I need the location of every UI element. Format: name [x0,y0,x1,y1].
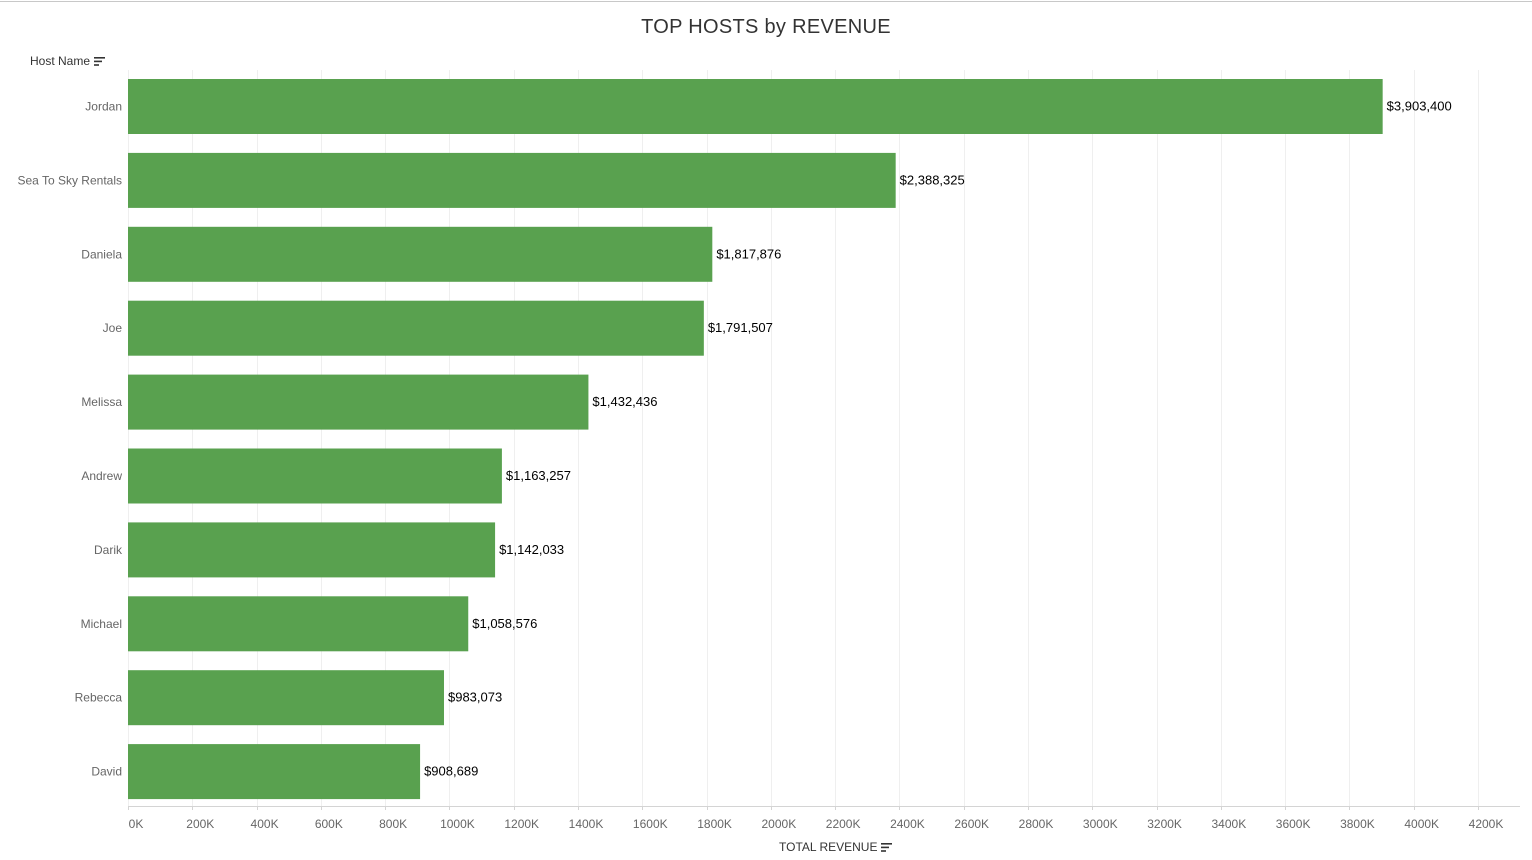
bar[interactable] [128,152,896,208]
x-tick-label: 1200K [504,817,539,831]
x-tick-label: 4000K [1404,817,1439,831]
category-label: David [91,765,122,779]
bar[interactable] [128,226,713,282]
x-axis-title[interactable]: TOTAL REVENUE [779,840,893,854]
bar-value-label: $1,817,876 [716,246,781,261]
bar[interactable] [128,670,444,726]
sort-descending-icon[interactable] [881,842,893,852]
bar-value-label: $2,388,325 [900,172,965,187]
top-divider [0,1,1532,2]
category-label: Jordan [85,100,122,114]
x-tick-label: 200K [186,817,214,831]
row-field-label: Host Name [30,54,91,68]
bar-value-label: $3,903,400 [1387,99,1452,114]
x-tick-label: 2800K [1019,817,1054,831]
bar[interactable] [128,300,704,356]
x-tick-label: 2400K [890,817,925,831]
bar[interactable] [128,596,469,652]
x-tick-label: 3600K [1276,817,1311,831]
bar-value-label: $1,791,507 [708,320,773,335]
x-tick-label: 2200K [826,817,861,831]
x-axis-title-label: TOTAL REVENUE [779,840,878,854]
x-tick-label: 1000K [440,817,475,831]
category-label: Darik [94,543,123,557]
bar[interactable] [128,374,589,430]
x-tick-label: 0K [129,817,144,831]
x-tick-label: 2600K [954,817,989,831]
bar-value-label: $1,058,576 [472,616,537,631]
bar[interactable] [128,522,496,578]
x-tick-label: 1800K [697,817,732,831]
category-label: Daniela [81,247,122,261]
x-tick-label: 400K [251,817,279,831]
category-label: Joe [103,321,123,335]
x-tick-label: 600K [315,817,343,831]
x-tick-label: 3000K [1083,817,1118,831]
category-label: Rebecca [75,691,123,705]
x-tick-label: 3200K [1147,817,1182,831]
x-tick-label: 1400K [569,817,604,831]
x-tick-label: 3400K [1212,817,1247,831]
row-field-header[interactable]: Host Name [30,54,106,68]
x-tick-label: 2000K [762,817,797,831]
category-label: Michael [81,617,122,631]
bar-value-label: $983,073 [448,690,502,705]
x-tick-label: 3800K [1340,817,1375,831]
bar-value-label: $1,142,033 [499,542,564,557]
category-label: Sea To Sky Rentals [17,173,122,187]
bar-value-label: $908,689 [424,764,478,779]
chart-title: TOP HOSTS by REVENUE [641,16,891,38]
bar[interactable] [128,744,421,800]
category-label: Melissa [81,395,122,409]
bar-value-label: $1,163,257 [506,468,571,483]
bar-value-label: $1,432,436 [592,394,657,409]
x-tick-label: 4200K [1469,817,1504,831]
bar[interactable] [128,448,502,504]
sort-descending-icon[interactable] [94,56,106,66]
x-tick-label: 1600K [633,817,668,831]
category-label: Andrew [81,469,122,483]
x-tick-label: 800K [379,817,407,831]
bar[interactable] [128,79,1383,134]
